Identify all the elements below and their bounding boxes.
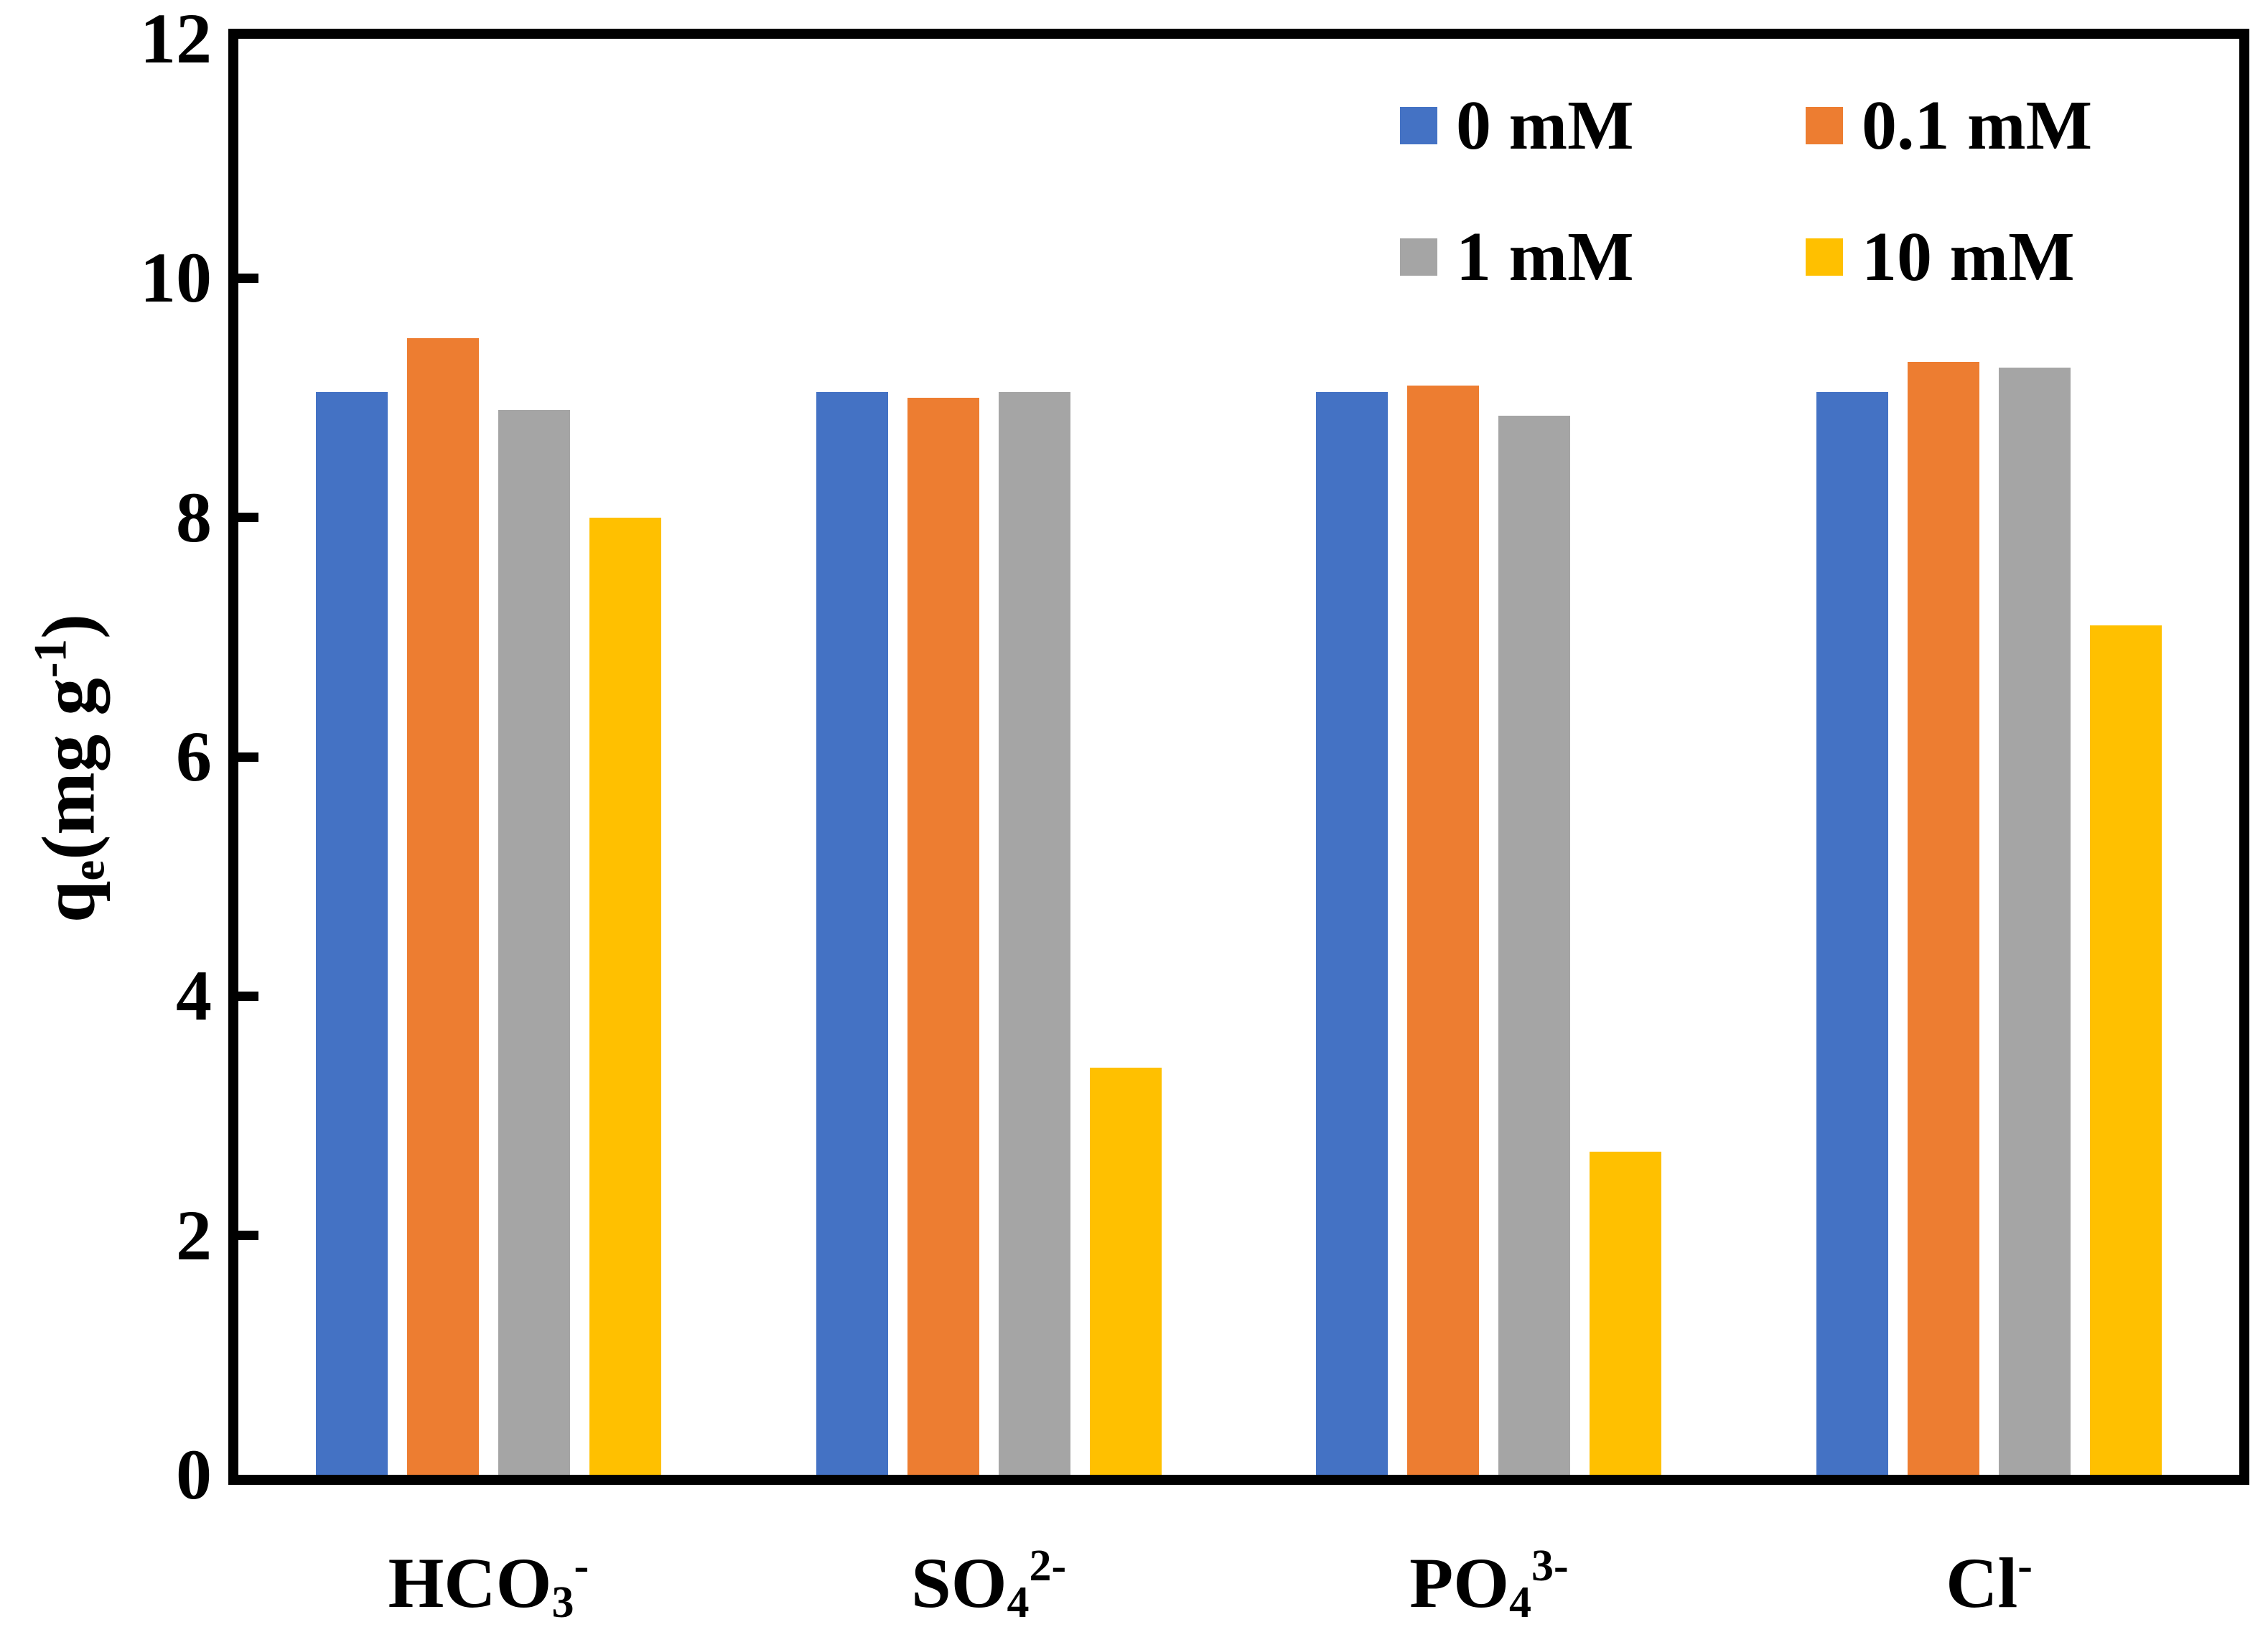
x-category-label-cl: Cl- (1738, 1541, 2241, 1623)
bar-so42-1mM (998, 391, 1070, 1475)
y-tick-label-2: 2 (176, 1195, 212, 1275)
bar-cl-1mM (1999, 368, 2071, 1475)
bar-so42-0mM (816, 391, 888, 1475)
y-tick-label-12: 12 (140, 0, 212, 78)
plot-area (228, 29, 2249, 1485)
label-sub-text: 3 (551, 1577, 574, 1627)
legend-swatch-0.1mM (1806, 107, 1843, 144)
bar-hco3-0mM (315, 391, 388, 1475)
y-axis-tick-4 (228, 991, 258, 1001)
bar-po43-0mM (1316, 391, 1389, 1475)
y-tick-label-4: 4 (176, 956, 212, 1036)
legend-item-1mM: 1 mM (1400, 218, 1634, 297)
bar-cl-10mM (2090, 625, 2162, 1475)
legend-item-0.1mM: 0.1 mM (1806, 86, 2092, 165)
legend-swatch-0mM (1400, 107, 1437, 144)
bar-cl-0mM (1816, 391, 1889, 1475)
y-tick-label-10: 10 (140, 238, 212, 318)
bar-hco3-10mM (589, 517, 661, 1475)
y-tick-label-8: 8 (176, 477, 212, 557)
bar-po43-0.1mM (1407, 386, 1480, 1475)
y-axis-tick-6 (228, 752, 258, 762)
legend-label-0mM: 0 mM (1456, 87, 1634, 164)
x-category-label-po43: PO43- (1238, 1541, 1740, 1627)
y-axis-tick-2 (228, 1231, 258, 1241)
x-category-label-so42: SO42- (737, 1541, 1240, 1627)
bar-po43-1mM (1498, 416, 1571, 1475)
bar-po43-10mM (1590, 1152, 1662, 1475)
label-sub-text: e (62, 859, 115, 881)
label-sub-text: 4 (1007, 1577, 1030, 1627)
legend-label-0.1mM: 0.1 mM (1862, 87, 2093, 164)
y-tick-label-6: 6 (176, 717, 212, 796)
bar-so42-10mM (1089, 1068, 1162, 1475)
label-sup-text: - (2017, 1541, 2033, 1590)
legend-swatch-10mM (1806, 238, 1843, 276)
label-text: ) (26, 613, 111, 639)
legend-swatch-1mM (1400, 238, 1437, 276)
bar-hco3-0.1mM (406, 337, 479, 1475)
bar-hco3-1mM (498, 409, 570, 1475)
y-axis-tick-10 (228, 273, 258, 283)
y-tick-label-0: 0 (176, 1435, 212, 1514)
legend-label-10mM: 10 mM (1862, 218, 2075, 296)
label-sup-text: 2- (1029, 1541, 1067, 1590)
bar-cl-0.1mM (1908, 362, 1980, 1475)
label-text: SO (911, 1543, 1007, 1623)
legend-label-1mM: 1 mM (1456, 218, 1634, 296)
label-text: Cl (1946, 1543, 2018, 1623)
label-text: q (26, 880, 111, 923)
label-sup-text: - (574, 1541, 589, 1590)
x-category-label-hco3: HCO3- (237, 1541, 739, 1627)
y-axis-tick-8 (228, 513, 258, 523)
label-sub-text: 4 (1508, 1577, 1531, 1627)
legend-item-0mM: 0 mM (1400, 86, 1634, 165)
legend-item-10mM: 10 mM (1806, 218, 2075, 297)
label-sup-text: 3- (1531, 1541, 1569, 1590)
bar-so42-0.1mM (907, 398, 979, 1475)
label-text: PO (1409, 1543, 1509, 1623)
label-text: HCO (388, 1543, 552, 1623)
label-sup-text: -1 (24, 638, 77, 679)
